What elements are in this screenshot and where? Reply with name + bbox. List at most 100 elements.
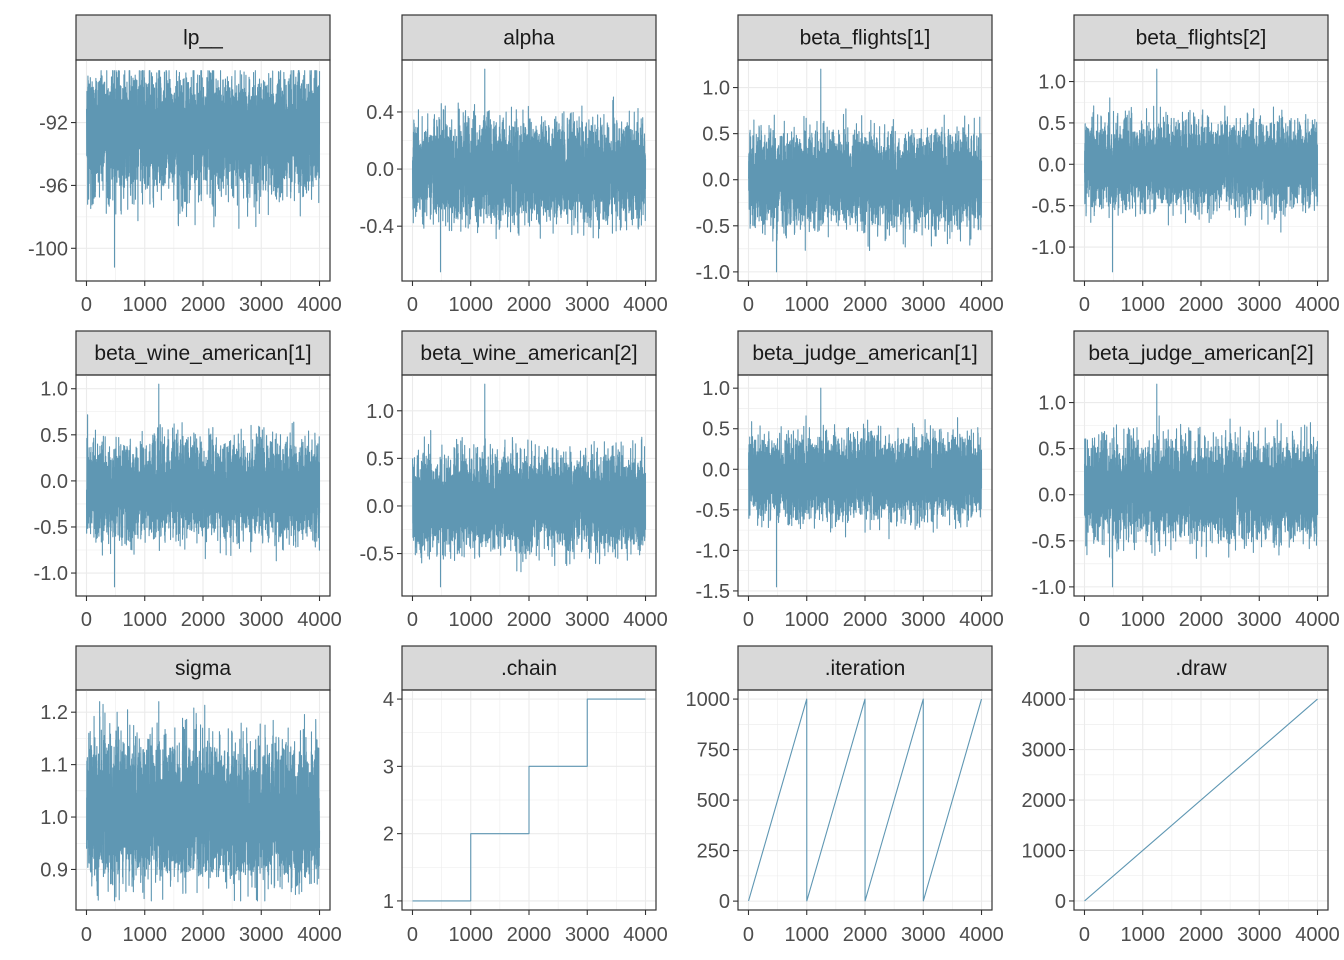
y-tick-label: 1.0 [1038,393,1066,415]
panel-2: alpha 0 1000 2000 3000 4000 -0.4 0.0 0.4 [360,14,668,316]
x-tick-label: 1000 [448,294,493,316]
strip-label: beta_wine_american[1] [94,342,311,365]
y-tick-label: -0.5 [34,517,68,539]
x-tick-label: 4000 [959,609,1004,631]
y-tick-label: 0.5 [702,124,730,146]
x-tick-label: 4000 [297,294,342,316]
panel-7: beta_judge_american[1] 0 1000 2000 3000 4000 -… [696,330,1004,631]
series-line [747,68,983,273]
x-tick-label: 2000 [181,294,226,316]
strip-label: beta_judge_american[1] [752,342,977,365]
series-line [1083,383,1319,588]
x-tick-label: 2000 [843,294,888,316]
strip-background [1073,645,1329,691]
series-line [85,383,321,588]
x-tick-label: 3000 [1237,294,1282,316]
x-tick-label: 4000 [297,924,342,946]
y-tick-label: -1.5 [696,581,730,603]
y-tick-label: 1 [383,891,394,913]
y-tick-label: 0.0 [366,496,394,518]
y-tick-label: 0.5 [1038,113,1066,135]
x-tick-label: 4000 [623,924,668,946]
y-tick-label: -1.0 [34,563,68,585]
series-line [85,70,321,268]
y-tick-label: 4 [383,689,394,711]
x-tick-label: 3000 [901,294,946,316]
x-tick-label: 0 [1079,609,1090,631]
y-tick-label: 1.0 [40,807,68,829]
y-tick-label: 0.0 [702,170,730,192]
strip-background [737,645,993,691]
series-line [411,383,647,588]
y-tick-label: 0.0 [1038,154,1066,176]
series-line [1084,698,1318,902]
panel-6: beta_wine_american[2] 0 1000 2000 3000 4000 -0… [360,330,668,631]
x-tick-label: 0 [81,294,92,316]
y-tick-label: 1.0 [366,401,394,423]
x-tick-label: 1000 [1120,609,1165,631]
series-line [412,698,646,902]
x-tick-label: 2000 [507,294,552,316]
y-tick-label: -0.5 [1032,531,1066,553]
x-tick-label: 4000 [959,294,1004,316]
x-tick-label: 2000 [181,609,226,631]
x-tick-label: 1000 [784,609,829,631]
series-line [747,387,983,588]
y-tick-label: 250 [697,841,730,863]
y-tick-label: -92 [39,113,68,135]
x-tick-label: 2000 [843,924,888,946]
x-tick-label: 2000 [1179,924,1224,946]
y-tick-label: 0.0 [702,459,730,481]
y-tick-label: -0.5 [696,500,730,522]
strip-label: .chain [501,657,557,680]
series-line [85,701,321,902]
y-tick-label: 0.4 [366,102,394,124]
strip-label: beta_flights[2] [1136,27,1267,50]
x-tick-label: 1000 [122,609,167,631]
x-tick-label: 4000 [959,924,1004,946]
strip-background [75,645,331,691]
x-tick-label: 1000 [1120,924,1165,946]
y-tick-label: 0.5 [366,448,394,470]
y-tick-label: 0.5 [40,425,68,447]
strip-background [401,14,657,61]
x-tick-label: 0 [81,924,92,946]
y-tick-label: -1.0 [1032,577,1066,599]
x-tick-label: 3000 [565,609,610,631]
y-tick-label: 0.9 [40,859,68,881]
y-tick-label: 4000 [1022,689,1067,711]
y-tick-label: 0 [719,891,730,913]
x-tick-label: 3000 [901,924,946,946]
x-tick-label: 2000 [507,609,552,631]
strip-background [401,330,657,376]
x-tick-label: 0 [407,924,418,946]
strip-background [737,14,993,61]
y-tick-label: -0.5 [360,544,394,566]
panel-11: .iteration 0 1000 2000 3000 4000 0 250 500 750 100… [686,645,1004,946]
strip-label: alpha [503,27,555,50]
strip-background [401,645,657,691]
y-tick-label: 0.0 [40,471,68,493]
panel-9: sigma 0 1000 2000 3000 4000 0.9 1.0 1.1 1.2 [40,645,342,946]
x-tick-label: 2000 [181,924,226,946]
panel-12: .draw 0 1000 2000 3000 4000 0 1000 2000 3000 4000 [1022,645,1340,946]
panel-10: .chain 0 1000 2000 3000 4000 1 2 3 4 [383,645,668,946]
x-tick-label: 4000 [1295,924,1340,946]
x-tick-label: 1000 [784,294,829,316]
x-tick-label: 4000 [1295,294,1340,316]
y-tick-label: -0.4 [360,216,394,238]
strip-label: .iteration [825,657,906,680]
x-tick-label: 3000 [901,609,946,631]
y-tick-label: 0 [1055,891,1066,913]
x-tick-label: 3000 [239,609,284,631]
y-tick-label: 0.5 [1038,439,1066,461]
y-tick-label: 2000 [1022,790,1067,812]
panel-grid [1074,690,1328,910]
series-line [748,698,983,902]
y-tick-label: 500 [697,790,730,812]
x-tick-label: 2000 [843,609,888,631]
y-tick-label: -1.0 [696,540,730,562]
y-tick-label: 1.2 [40,702,68,724]
y-tick-label: 1.0 [1038,72,1066,94]
strip-background [737,330,993,376]
